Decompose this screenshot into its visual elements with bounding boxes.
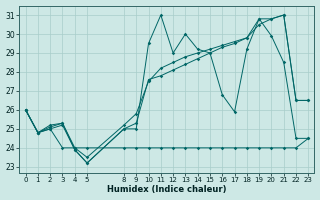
X-axis label: Humidex (Indice chaleur): Humidex (Indice chaleur): [107, 185, 227, 194]
